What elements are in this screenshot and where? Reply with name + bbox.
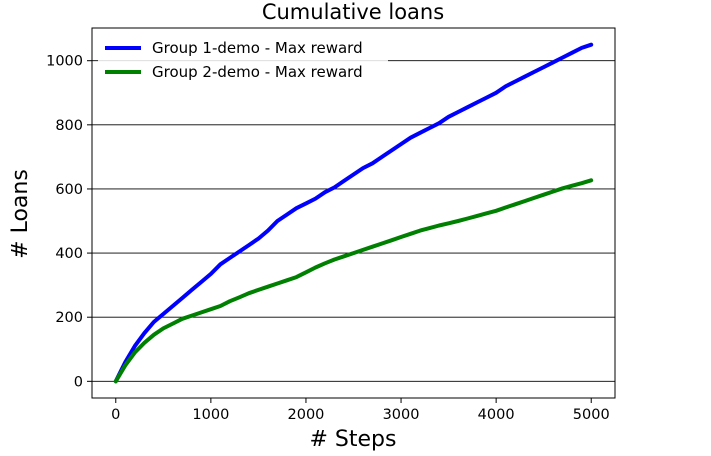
x-tick-label: 0 [111, 407, 120, 423]
chart-title: Cumulative loans [262, 0, 444, 24]
series-line-1 [113, 42, 594, 384]
legend: Group 1-demo - Max reward Group 2-demo - … [98, 34, 388, 88]
legend-label-2: Group 2-demo - Max reward [152, 63, 363, 81]
axis-ticks: 0 200 400 600 800 1000 0 1000 2000 3000 4000 5000 [46, 54, 610, 423]
x-tick-label: 4000 [478, 407, 515, 423]
x-tick-label: 3000 [383, 407, 420, 423]
legend-label-1: Group 1-demo - Max reward [152, 39, 363, 57]
x-tick-label: 2000 [288, 407, 325, 423]
y-axis-label: # Loans [8, 169, 33, 259]
grid [92, 60, 615, 382]
x-axis-label: # Steps [310, 427, 397, 452]
y-tick-label: 600 [55, 182, 83, 198]
x-tick-label: 1000 [192, 407, 229, 423]
x-tick-label: 5000 [573, 407, 610, 423]
plot-area [91, 27, 616, 399]
y-tick-label: 200 [55, 310, 83, 326]
y-tick-label: 400 [55, 246, 83, 262]
legend-box [98, 34, 388, 88]
series-line-2 [113, 178, 594, 384]
y-tick-label: 1000 [46, 54, 83, 70]
y-tick-label: 0 [74, 374, 83, 390]
series-group [113, 42, 594, 384]
y-tick-label: 800 [55, 118, 83, 134]
